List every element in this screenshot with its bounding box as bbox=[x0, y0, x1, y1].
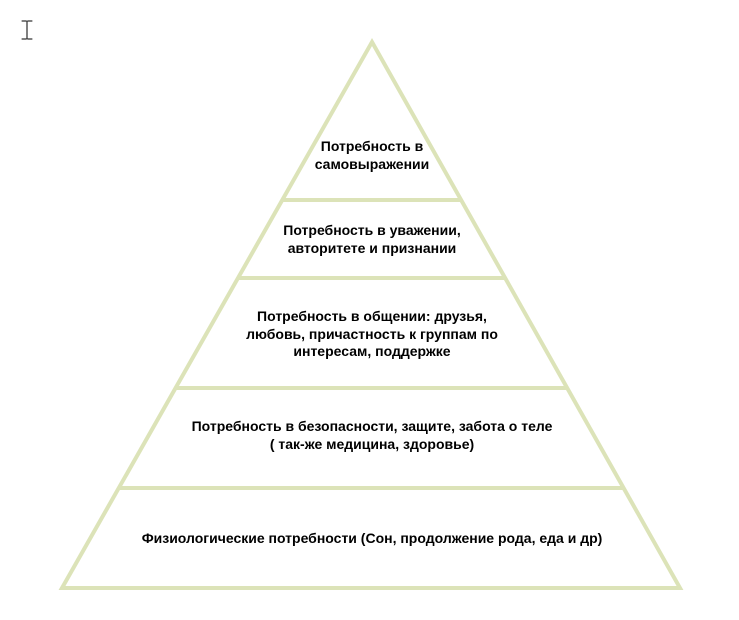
level-5-self-expression: Потребность в самовыражении bbox=[272, 138, 472, 173]
level-1-physiological: Физиологические потребности (Сон, продол… bbox=[122, 530, 622, 548]
level-2-safety: Потребность в безопасности, защите, забо… bbox=[172, 418, 572, 453]
level-3-belonging: Потребность в общении: друзья, любовь, п… bbox=[217, 308, 527, 361]
pyramid-diagram: Потребность в самовыражении Потребность в… bbox=[0, 0, 739, 620]
level-4-esteem: Потребность в уважении, авторитете и при… bbox=[247, 222, 497, 257]
